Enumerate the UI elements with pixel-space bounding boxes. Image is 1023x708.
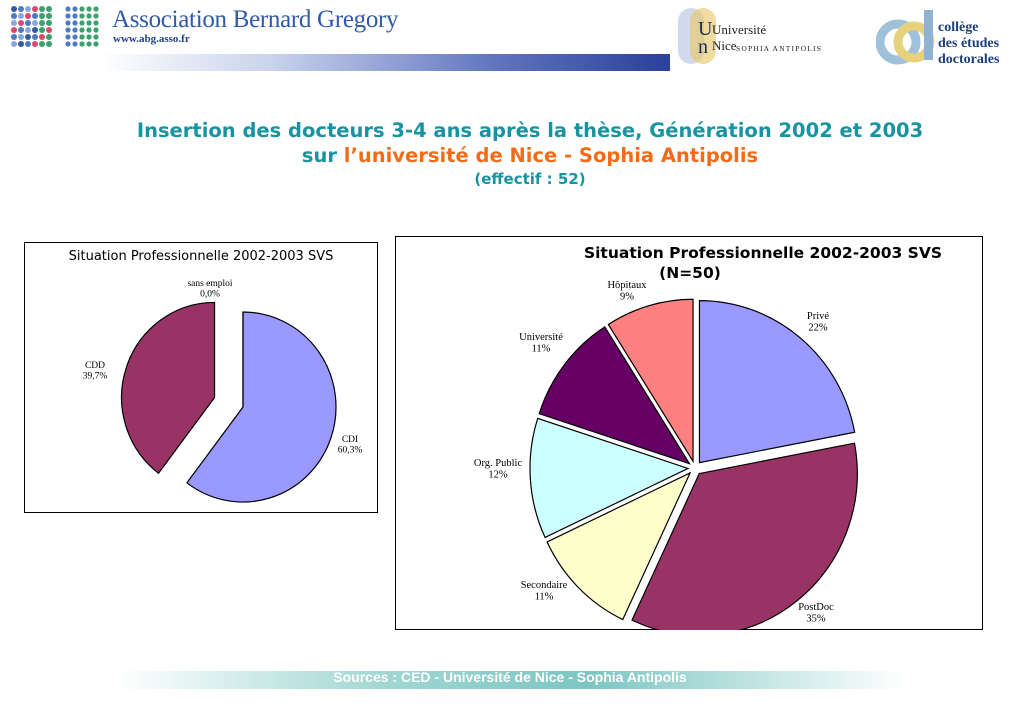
chart1-title: Situation Professionnelle 2002-2003 SVS (68, 249, 334, 264)
label-sans-emploi: sans emploi (187, 279, 232, 289)
title-line-2-university: l’université de Nice - Sophia Antipolis (343, 144, 759, 167)
universite-nice-logo-icon: U n (678, 8, 716, 64)
footer-source: Sources : CED - Université de Nice - Sop… (333, 669, 687, 685)
slice-cdd (120, 301, 216, 475)
value-universit: 11% (532, 344, 551, 355)
value-cdi: 60,3% (338, 446, 363, 456)
ced-line-1: collège (938, 20, 979, 35)
slice-postdoc (631, 442, 858, 630)
unice-line1: Université (712, 22, 767, 37)
slice-cdi (186, 311, 337, 503)
header-band (100, 54, 670, 71)
abg-name: Association Bernard Gregory (112, 6, 399, 33)
ced-logo-icon (876, 10, 935, 65)
label-org-public: Org. Public (474, 458, 523, 469)
title-line-2: sur l’université de Nice - Sophia Antipo… (60, 143, 1000, 168)
ced-line-3: doctorales (938, 52, 1000, 67)
unice-subtitle: SOPHIA ANTIPOLIS (736, 44, 823, 53)
label-cdi: CDI (342, 435, 358, 445)
chart1-frame: Situation Professionnelle 2002-2003 SVS (24, 242, 378, 513)
chart2-title-line1: Situation Professionnelle 2002-2003 SVS (583, 244, 942, 262)
svg-text:U: U (698, 18, 713, 40)
chart2-title-line2: (N=50) (659, 264, 721, 282)
slice-org-public (529, 417, 690, 539)
slice-universit (538, 326, 691, 465)
label-h-pitaux: Hôpitaux (607, 280, 647, 291)
page-title: Insertion des docteurs 3-4 ans après la … (60, 118, 1000, 190)
value-priv: 22% (808, 323, 828, 334)
value-org-public: 12% (488, 470, 508, 481)
label-universit: Université (519, 332, 563, 343)
svg-text:n: n (698, 36, 708, 58)
slice-priv (698, 300, 856, 464)
title-line-2-prefix: sur (301, 144, 344, 167)
value-secondaire: 11% (535, 592, 554, 603)
slice-h-pitaux (607, 298, 694, 464)
value-postdoc: 35% (806, 614, 826, 625)
label-priv: Privé (807, 311, 830, 322)
abg-url[interactable]: www.abg.asso.fr (113, 33, 190, 45)
slice-secondaire (546, 471, 692, 621)
footer-band (115, 671, 905, 689)
label-cdd: CDD (85, 361, 105, 371)
label-postdoc: PostDoc (798, 602, 834, 613)
abg-logo-icon (11, 6, 99, 47)
value-cdd: 39,7% (83, 372, 108, 382)
value-h-pitaux: 9% (620, 292, 634, 303)
unice-line2: Nice (712, 38, 737, 53)
label-secondaire: Secondaire (521, 580, 568, 591)
ced-line-2: des études (938, 36, 1000, 51)
title-line-3: (effectif : 52) (474, 170, 586, 188)
value-sans-emploi: 0,0% (200, 290, 220, 300)
title-line-1: Insertion des docteurs 3-4 ans après la … (136, 119, 924, 142)
